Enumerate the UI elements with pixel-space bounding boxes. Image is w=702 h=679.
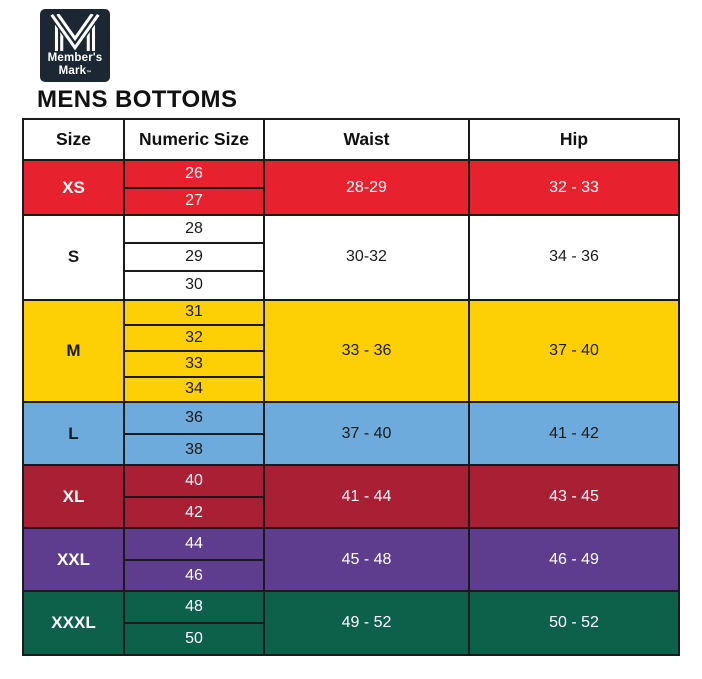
table-row: XS 26 28-29 32 - 33 — [22, 159, 680, 216]
column-header-size: Size — [22, 118, 125, 161]
waist-cell: 41 - 44 — [263, 464, 470, 530]
numeric-size-cell: 44 — [123, 527, 265, 561]
column-header-hip: Hip — [468, 118, 680, 161]
numeric-size-cell: 38 — [123, 432, 265, 467]
hip-cell: 46 - 49 — [468, 527, 680, 593]
size-chart-body: XS 26 28-29 32 - 33 27 S 28 30-32 34 - 36 29 30 M 31… — [22, 159, 680, 657]
waist-cell: 28-29 — [263, 159, 470, 216]
table-row: M 31 33 - 36 37 - 40 — [22, 298, 680, 404]
waist-cell: 49 - 52 — [263, 590, 470, 657]
table-row: 38 — [23, 432, 679, 467]
table-row: 33 — [23, 349, 679, 378]
size-cell-xxxl: XXXL — [22, 590, 125, 657]
numeric-size-cell: 40 — [123, 464, 265, 498]
waist-cell: 37 - 40 — [263, 401, 470, 467]
numeric-size-cell: 32 — [123, 324, 265, 352]
numeric-size-cell: 48 — [123, 590, 265, 625]
table-row: S 28 30-32 34 - 36 — [22, 213, 680, 301]
table-row: 34 — [23, 375, 679, 404]
numeric-size-cell: 30 — [123, 270, 265, 301]
numeric-size-cell: 50 — [123, 622, 265, 657]
numeric-size-cell: 33 — [123, 349, 265, 378]
size-cell-s: S — [22, 214, 125, 301]
table-row: 27 — [23, 186, 679, 216]
numeric-size-cell: 36 — [123, 401, 265, 435]
numeric-size-cell: 34 — [123, 375, 265, 404]
numeric-size-cell: 29 — [123, 242, 265, 273]
numeric-size-cell: 46 — [123, 558, 265, 593]
logo-brand-line2: Mark™ — [58, 65, 92, 78]
table-row: 42 — [23, 495, 679, 530]
hip-cell: 50 - 52 — [468, 590, 680, 657]
table-row: L 36 37 - 40 41 - 42 — [22, 401, 680, 467]
table-row: XXXL 48 49 - 52 50 - 52 — [22, 590, 680, 657]
waist-cell: 45 - 48 — [263, 527, 470, 593]
column-header-numeric-size: Numeric Size — [123, 118, 265, 161]
table-row: 32 — [23, 324, 679, 352]
trademark-symbol: ™ — [86, 70, 92, 77]
numeric-size-cell: 27 — [123, 186, 265, 216]
numeric-size-cell: 31 — [123, 298, 265, 327]
numeric-size-cell: 42 — [123, 495, 265, 530]
table-row: 30 — [23, 270, 679, 301]
table-row: 29 — [23, 242, 679, 273]
hip-cell: 41 - 42 — [468, 401, 680, 467]
header-row: Size Numeric Size Waist Hip — [22, 118, 680, 161]
table-row: 50 — [23, 622, 679, 657]
page-title: MENS BOTTOMS — [37, 86, 238, 113]
members-mark-m-icon — [49, 14, 101, 51]
waist-cell: 33 - 36 — [263, 298, 470, 404]
size-cell-xl: XL — [22, 464, 125, 530]
table-row: XL 40 41 - 44 43 - 45 — [22, 464, 680, 530]
table-row: 46 — [23, 558, 679, 593]
size-cell-l: L — [22, 401, 125, 467]
numeric-size-cell: 26 — [123, 159, 265, 189]
numeric-size-cell: 28 — [123, 213, 265, 245]
size-chart-table: Size Numeric Size Waist Hip XS 26 28-29 32 … — [22, 118, 680, 657]
waist-cell: 30-32 — [263, 214, 470, 301]
hip-cell: 37 - 40 — [468, 298, 680, 404]
hip-cell: 32 - 33 — [468, 159, 680, 216]
size-cell-m: M — [22, 298, 125, 404]
logo-brand-line1: Member's — [47, 52, 103, 64]
members-mark-logo: Member's Mark™ — [40, 9, 110, 82]
hip-cell: 43 - 45 — [468, 464, 680, 530]
size-cell-xs: XS — [22, 159, 125, 216]
column-header-waist: Waist — [263, 118, 470, 161]
hip-cell: 34 - 36 — [468, 214, 680, 301]
table-row: XXL 44 45 - 48 46 - 49 — [22, 527, 680, 593]
size-cell-xxl: XXL — [22, 527, 125, 593]
